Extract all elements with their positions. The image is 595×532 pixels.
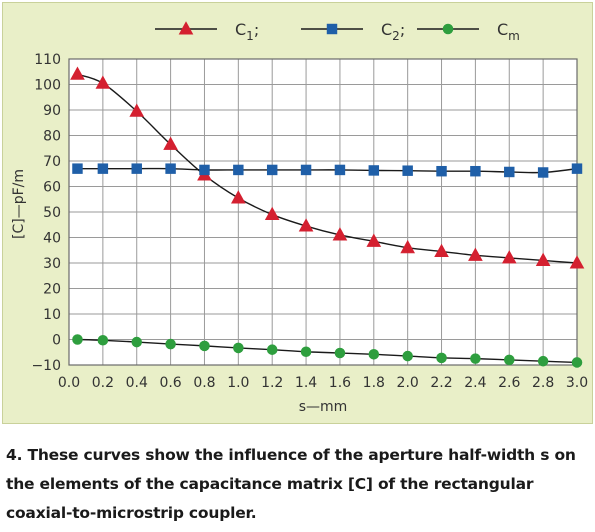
y-tick-label: 50 — [43, 205, 61, 221]
data-point — [266, 344, 278, 355]
y-tick-label: 60 — [43, 180, 61, 196]
data-point — [501, 250, 517, 264]
x-tick-label: 2.4 — [464, 375, 486, 391]
y-tick-label: 70 — [43, 154, 61, 170]
data-point — [264, 206, 280, 221]
data-point — [537, 167, 549, 178]
data-point — [165, 338, 176, 350]
data-point — [326, 23, 338, 35]
plot-frame — [68, 58, 578, 366]
data-point — [470, 353, 481, 364]
data-point — [569, 255, 585, 269]
data-point — [400, 239, 415, 254]
y-axis-title: [C]—pF/m — [11, 169, 27, 239]
data-point — [402, 165, 413, 176]
data-point — [434, 243, 449, 258]
x-tick-label: 0.8 — [193, 375, 215, 391]
data-point — [537, 355, 549, 367]
data-point — [70, 66, 85, 80]
legend-label: C1; — [235, 20, 259, 43]
x-tick-label: 1.8 — [363, 375, 385, 391]
data-point — [535, 252, 551, 266]
series-line — [77, 167, 578, 174]
data-point — [366, 233, 382, 247]
figure-caption: 4. These curves show the influence of th… — [6, 446, 576, 522]
data-point — [468, 247, 483, 261]
line-chart: 0.0 0.2 0.4 0.6 0.8 1.0 1.2 1.4 1.6 1.8 2.0 2.2 2.4 2… — [11, 20, 588, 415]
data-point — [436, 352, 447, 364]
data-point — [231, 190, 246, 204]
data-point — [131, 336, 143, 348]
data-point — [470, 165, 481, 177]
data-point — [163, 136, 178, 150]
y-tick-label: 30 — [43, 256, 61, 272]
y-tick-label: −10 — [31, 358, 61, 374]
y-tick-label: 40 — [43, 231, 61, 247]
data-point — [334, 347, 346, 359]
data-point — [72, 163, 83, 174]
x-tick-label: 1.6 — [329, 375, 351, 391]
series-cm — [72, 334, 583, 368]
data-point — [233, 342, 244, 354]
data-point — [368, 165, 380, 176]
x-tick-label: 0.4 — [126, 375, 148, 391]
legend: C1; C2; Cm — [155, 20, 520, 43]
x-tick-label: 0.2 — [92, 375, 114, 391]
data-point — [504, 166, 515, 178]
data-point — [95, 75, 111, 89]
x-tick-label: 1.0 — [227, 375, 249, 391]
data-point — [298, 218, 314, 232]
legend-label: C2; — [381, 20, 405, 43]
series-line — [77, 73, 578, 264]
data-point — [129, 103, 145, 117]
data-point — [199, 340, 210, 352]
data-point — [332, 227, 348, 241]
y-tick-label: 100 — [34, 78, 61, 94]
data-point — [165, 163, 176, 174]
data-point — [402, 350, 413, 362]
x-tick-label: 3.0 — [566, 375, 588, 391]
data-point — [300, 346, 312, 358]
data-point — [199, 164, 210, 176]
series-c1 — [70, 66, 585, 269]
x-tick-label: 2.2 — [430, 375, 452, 391]
data-point — [436, 165, 447, 177]
data-point — [571, 163, 583, 174]
y-tick-label: 80 — [43, 129, 61, 145]
series-line — [77, 338, 578, 364]
y-tick-label: 110 — [34, 52, 61, 68]
legend-label: Cm — [497, 20, 520, 43]
y-tick-label: 10 — [43, 307, 61, 323]
data-point — [266, 164, 278, 176]
x-axis-title: s—mm — [299, 399, 348, 415]
x-tick-label: 1.4 — [295, 375, 317, 391]
data-point — [97, 163, 109, 174]
x-tick-label: 1.2 — [261, 375, 283, 391]
data-point — [178, 21, 194, 35]
data-point — [503, 354, 515, 366]
data-point — [300, 164, 312, 176]
data-point — [72, 334, 83, 345]
x-tick-label: 2.8 — [532, 375, 554, 391]
data-point — [131, 163, 142, 174]
y-tick-label: 0 — [52, 333, 61, 349]
x-tick-label: 0.6 — [159, 375, 181, 391]
x-tick-label: 0.0 — [58, 375, 80, 391]
series-c2 — [72, 163, 583, 178]
data-point — [368, 349, 380, 360]
y-tick-label: 90 — [43, 103, 61, 119]
data-point — [442, 23, 454, 35]
data-point — [571, 357, 583, 368]
data-point — [97, 334, 109, 346]
x-tick-label: 2.6 — [498, 375, 520, 391]
y-tick-label: 20 — [43, 282, 61, 298]
data-point — [233, 164, 244, 176]
chart-panel: 0.0 0.2 0.4 0.6 0.8 1.0 1.2 1.4 1.6 1.8 2.0 2.2 2.4 2… — [2, 2, 593, 424]
x-tick-label: 2.0 — [397, 375, 419, 391]
data-point — [334, 164, 346, 176]
